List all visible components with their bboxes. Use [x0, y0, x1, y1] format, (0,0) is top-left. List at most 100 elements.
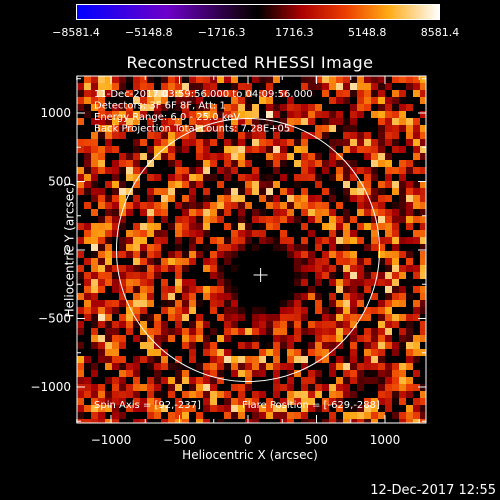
heatmap-cell [238, 314, 245, 321]
heatmap-cell [175, 370, 182, 377]
heatmap-cell [140, 111, 147, 118]
heatmap-cell [196, 216, 203, 223]
heatmap-cell [238, 209, 245, 216]
heatmap-cell [364, 412, 371, 419]
heatmap-cell [84, 160, 91, 167]
heatmap-cell [301, 328, 308, 335]
heatmap-cell [147, 125, 154, 132]
heatmap-cell [154, 118, 161, 125]
heatmap-cell [385, 237, 392, 244]
heatmap-cell [343, 118, 350, 125]
heatmap-cell [196, 132, 203, 139]
heatmap-cell [231, 237, 238, 244]
heatmap-cell [322, 223, 329, 230]
heatmap-cell [217, 209, 224, 216]
heatmap-cell [231, 370, 238, 377]
heatmap-cell [357, 104, 364, 111]
heatmap-cell [147, 244, 154, 251]
heatmap-cell [378, 83, 385, 90]
heatmap-cell [329, 76, 336, 83]
heatmap-cell [420, 76, 426, 83]
heatmap-cell [413, 90, 420, 97]
heatmap-cell [245, 384, 252, 391]
heatmap-cell [133, 335, 140, 342]
heatmap-cell [399, 398, 406, 405]
heatmap-cell [252, 76, 259, 83]
heatmap-cell [308, 230, 315, 237]
heatmap-cell [231, 286, 238, 293]
heatmap-cell [420, 223, 426, 230]
heatmap-cell [231, 307, 238, 314]
heatmap-cell [140, 104, 147, 111]
heatmap-cell [378, 202, 385, 209]
heatmap-cell [161, 363, 168, 370]
heatmap-cell [224, 328, 231, 335]
heatmap-cell [91, 153, 98, 160]
heatmap-cell [147, 251, 154, 258]
heatmap-cell [273, 195, 280, 202]
heatmap-cell [231, 125, 238, 132]
heatmap-cell [175, 76, 182, 83]
heatmap-cell [98, 230, 105, 237]
heatmap-cell [315, 370, 322, 377]
heatmap-cell [147, 405, 154, 412]
heatmap-cell [392, 377, 399, 384]
heatmap-cell [364, 195, 371, 202]
heatmap-cell [266, 174, 273, 181]
heatmap-cell [245, 328, 252, 335]
heatmap-cell [371, 230, 378, 237]
heatmap-cell [140, 300, 147, 307]
heatmap-cell [315, 125, 322, 132]
heatmap-cell [336, 377, 343, 384]
heatmap-cell [336, 76, 343, 83]
heatmap-cell [77, 272, 84, 279]
heatmap-cell [119, 83, 126, 90]
heatmap-cell [210, 293, 217, 300]
heatmap-cell [315, 237, 322, 244]
heatmap-cell [91, 258, 98, 265]
heatmap-cell [147, 349, 154, 356]
heatmap-cell [343, 258, 350, 265]
heatmap-cell [210, 209, 217, 216]
heatmap-cell [350, 216, 357, 223]
heatmap-cell [133, 160, 140, 167]
heatmap-cell [287, 412, 294, 419]
heatmap-cell [266, 97, 273, 104]
heatmap-cell [259, 118, 266, 125]
heatmap-cell [77, 377, 84, 384]
heatmap-cell [294, 104, 301, 111]
heatmap-cell [119, 132, 126, 139]
heatmap-cell [189, 181, 196, 188]
heatmap-cell [189, 244, 196, 251]
heatmap-cell [105, 223, 112, 230]
heatmap-cell [385, 307, 392, 314]
heatmap-cell [357, 188, 364, 195]
heatmap-cell [161, 335, 168, 342]
heatmap-cell [154, 146, 161, 153]
heatmap-cell [322, 398, 329, 405]
heatmap-cell [315, 111, 322, 118]
heatmap-cell [308, 370, 315, 377]
heatmap-cell [399, 342, 406, 349]
heatmap-cell [385, 335, 392, 342]
heatmap-cell [364, 83, 371, 90]
heatmap-cell [238, 342, 245, 349]
heatmap-cell [329, 251, 336, 258]
heatmap-cell [343, 279, 350, 286]
heatmap-cell [133, 76, 140, 83]
heatmap-cell [287, 391, 294, 398]
heatmap-cell [392, 258, 399, 265]
heatmap-cell [168, 76, 175, 83]
heatmap-cell [154, 188, 161, 195]
heatmap-cell [385, 321, 392, 328]
heatmap-cell [154, 265, 161, 272]
heatmap-cell [385, 391, 392, 398]
heatmap-cell [420, 405, 426, 412]
heatmap-cell [224, 321, 231, 328]
heatmap-cell [280, 202, 287, 209]
heatmap-cell [350, 174, 357, 181]
heatmap-cell [119, 251, 126, 258]
heatmap-cell [238, 237, 245, 244]
heatmap-cell [217, 405, 224, 412]
heatmap-cell [77, 223, 84, 230]
